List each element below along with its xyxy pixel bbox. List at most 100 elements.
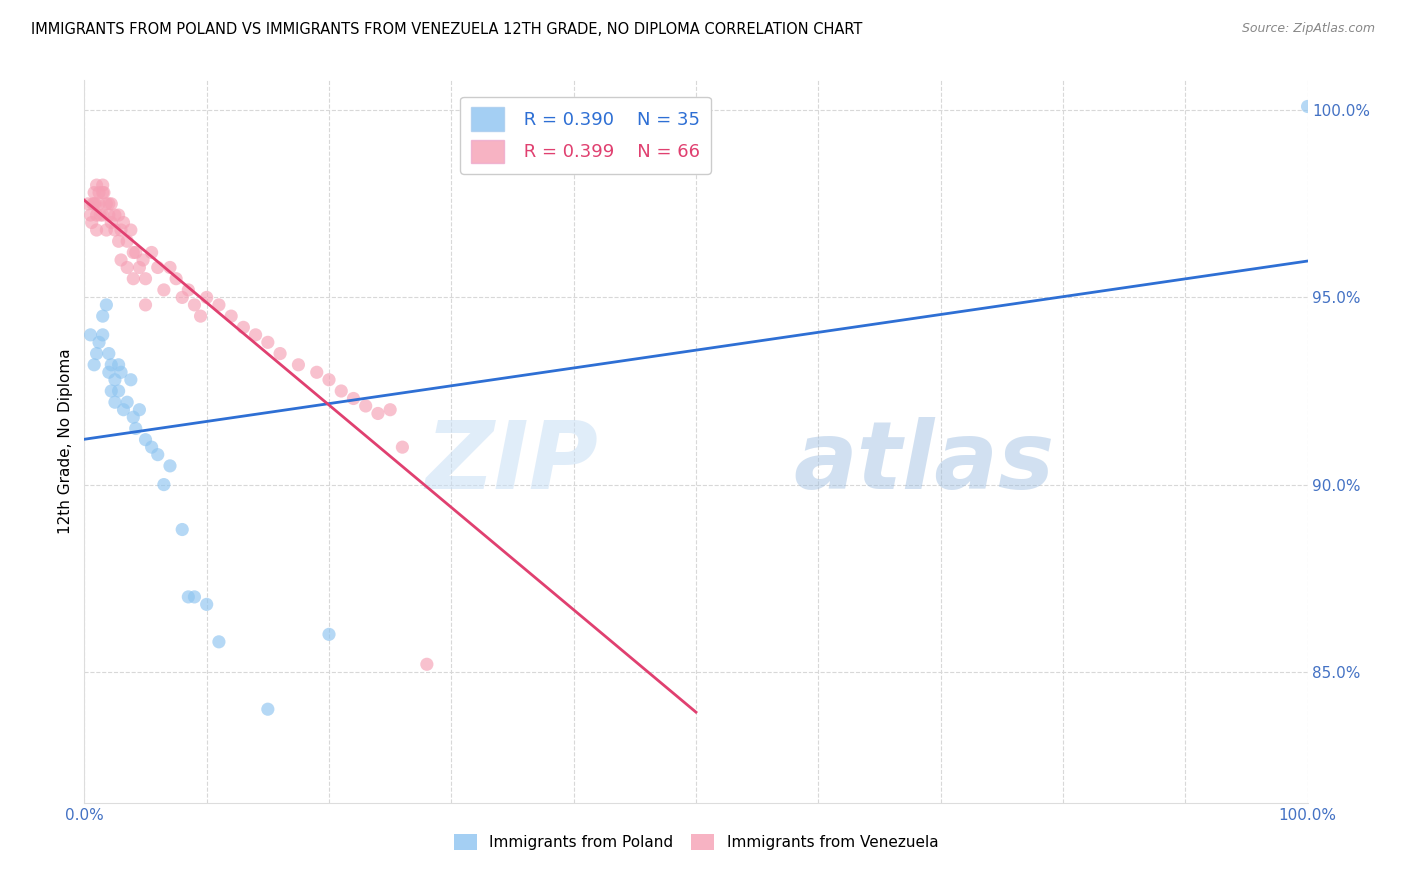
Point (132, 252, 155, 267)
Point (195, 598, 218, 612)
Point (79, 327, 101, 342)
Point (104, 223, 127, 237)
Point (135, 298, 157, 312)
Point (208, 635, 231, 649)
Point (120, 373, 142, 387)
Point (416, 657, 439, 672)
Point (342, 392, 364, 406)
Point (120, 223, 142, 237)
Point (87, 196, 110, 211)
Point (257, 702, 280, 716)
Y-axis label: 12th Grade, No Diploma: 12th Grade, No Diploma (58, 349, 73, 534)
Point (112, 402, 135, 417)
Point (177, 283, 200, 297)
Point (100, 384, 122, 398)
Point (135, 433, 157, 447)
Point (115, 395, 138, 409)
Point (219, 309, 242, 323)
Point (305, 365, 328, 379)
Point (245, 327, 267, 342)
Point (93, 186, 115, 200)
Point (1296, 99, 1319, 113)
Point (122, 271, 145, 285)
Point (172, 523, 194, 537)
Point (86, 223, 108, 237)
Point (177, 590, 200, 604)
Point (97, 365, 120, 379)
Point (232, 320, 254, 334)
Point (80, 215, 103, 229)
Point (91, 208, 114, 222)
Point (104, 395, 127, 409)
Point (380, 402, 402, 417)
Point (91, 178, 114, 193)
Point (190, 309, 212, 323)
Point (89, 208, 111, 222)
Point (87, 335, 110, 350)
Point (86, 208, 108, 222)
Point (96, 223, 118, 237)
Point (391, 440, 413, 454)
Point (96, 298, 118, 312)
Point (115, 234, 138, 248)
Point (330, 384, 353, 398)
Point (122, 410, 145, 425)
Point (107, 358, 129, 372)
Point (153, 283, 176, 297)
Point (87, 186, 110, 200)
Point (104, 373, 127, 387)
Point (159, 458, 181, 473)
Point (91, 309, 114, 323)
Point (208, 298, 231, 312)
Legend: Immigrants from Poland, Immigrants from Venezuela: Immigrants from Poland, Immigrants from … (447, 829, 945, 856)
Point (269, 346, 291, 360)
Point (91, 186, 114, 200)
Point (97, 346, 120, 360)
Point (135, 271, 157, 285)
Point (104, 208, 127, 222)
Point (153, 477, 176, 491)
Point (183, 298, 205, 312)
Text: atlas: atlas (794, 417, 1054, 509)
Point (257, 335, 280, 350)
Point (110, 365, 132, 379)
Point (107, 208, 129, 222)
Point (86, 346, 108, 360)
Point (100, 215, 122, 229)
Point (82, 196, 104, 211)
Point (96, 196, 118, 211)
Text: ZIP: ZIP (425, 417, 598, 509)
Point (125, 245, 148, 260)
Point (183, 590, 205, 604)
Point (115, 260, 138, 275)
Point (100, 358, 122, 372)
Point (100, 196, 122, 211)
Text: IMMIGRANTS FROM POLAND VS IMMIGRANTS FROM VENEZUELA 12TH GRADE, NO DIPLOMA CORRE: IMMIGRANTS FROM POLAND VS IMMIGRANTS FRO… (31, 22, 862, 37)
Point (112, 215, 135, 229)
Point (83, 358, 105, 372)
Point (146, 260, 169, 275)
Point (110, 223, 132, 237)
Point (107, 384, 129, 398)
Point (287, 358, 309, 372)
Point (128, 260, 150, 275)
Point (122, 245, 145, 260)
Point (77, 196, 100, 211)
Point (83, 186, 105, 200)
Point (128, 402, 150, 417)
Point (141, 440, 163, 454)
Point (159, 260, 181, 275)
Point (83, 196, 105, 211)
Point (141, 245, 163, 260)
Point (367, 407, 389, 421)
Point (195, 290, 218, 304)
Point (97, 196, 120, 211)
Point (172, 290, 194, 304)
Point (318, 627, 340, 641)
Point (146, 448, 169, 462)
Point (318, 373, 340, 387)
Point (110, 252, 132, 267)
Point (354, 399, 377, 413)
Point (97, 208, 120, 222)
Point (165, 271, 187, 285)
